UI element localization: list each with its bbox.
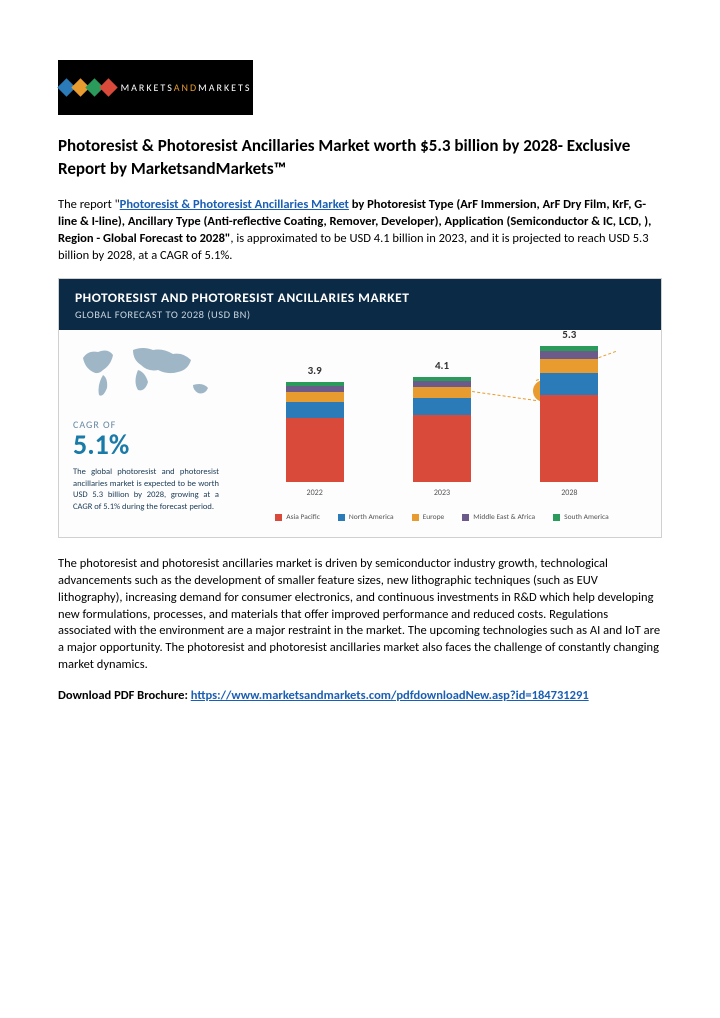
logo-word: MARKETS (198, 81, 251, 94)
legend-swatch (462, 514, 469, 521)
bar-group: 5.3 2028 (529, 328, 609, 499)
year-label: 2023 (434, 488, 450, 499)
bar-stack (540, 346, 598, 482)
bar-segment (540, 351, 598, 359)
download-label: Download PDF Brochure: (58, 688, 191, 703)
legend-item: Middle East & Africa (462, 513, 535, 523)
infographic-subtitle: GLOBAL FORECAST TO 2028 (USD BN) (75, 308, 645, 322)
bar-stack (413, 377, 471, 482)
bar-segment (540, 395, 598, 482)
infographic-title: PHOTORESIST AND PHOTORESIST ANCILLARIES … (75, 289, 645, 307)
legend-label: Asia Pacific (286, 513, 320, 523)
legend-label: Middle East & Africa (473, 513, 535, 523)
bar-value: 3.9 (308, 364, 322, 379)
bar-value: 5.3 (562, 328, 576, 343)
chart-legend: Asia Pacific North America Europe Middle Ea… (241, 513, 643, 531)
download-link[interactable]: https://www.marketsandmarkets.com/pdfdow… (191, 688, 589, 703)
intro-paragraph: The report "Photoresist & Photoresist An… (58, 197, 662, 265)
legend-item: North America (338, 513, 394, 523)
logo-text: MARKETSANDMARKETS (121, 81, 252, 95)
infographic-chart: 5.1% 3.920224.120235.32028 Asia PacificN… (229, 330, 661, 537)
cagr-value: 5.1% (73, 431, 219, 459)
bar-segment (286, 392, 344, 402)
chart-area: 3.920224.120235.32028 (241, 344, 643, 499)
logo-diamonds (60, 81, 115, 94)
bar-group: 4.1 2023 (402, 359, 482, 499)
bar-value: 4.1 (435, 359, 449, 374)
legend-label: North America (349, 513, 394, 523)
download-line: Download PDF Brochure: https://www.marke… (58, 688, 662, 705)
bar-segment (413, 387, 471, 398)
year-label: 2022 (307, 488, 323, 499)
legend-item: Asia Pacific (275, 513, 320, 523)
report-link[interactable]: Photoresist & Photoresist Ancillaries Ma… (120, 197, 349, 212)
page-title: Photoresist & Photoresist Ancillaries Ma… (58, 135, 662, 181)
bar-stack (286, 382, 344, 482)
infographic-body: CAGR OF 5.1% The global photoresist and … (59, 330, 661, 537)
infographic-header: PHOTORESIST AND PHOTORESIST ANCILLARIES … (59, 279, 661, 329)
legend-item: Europe (412, 513, 445, 523)
bar-segment (286, 418, 344, 482)
legend-swatch (275, 514, 282, 521)
bar-segment (413, 415, 471, 482)
bar-segment (413, 398, 471, 415)
infographic-description: The global photoresist and photoresist a… (73, 467, 219, 513)
legend-item: South America (553, 513, 609, 523)
legend-swatch (412, 514, 419, 521)
bar-segment (286, 402, 344, 418)
logo-word-and: AND (174, 81, 198, 94)
infographic: PHOTORESIST AND PHOTORESIST ANCILLARIES … (58, 278, 662, 538)
bar-segment (540, 373, 598, 395)
legend-label: South America (564, 513, 609, 523)
brand-logo: MARKETSANDMARKETS (58, 60, 253, 115)
legend-swatch (553, 514, 560, 521)
bar-segment (540, 359, 598, 373)
world-map-icon (73, 340, 223, 408)
legend-swatch (338, 514, 345, 521)
year-label: 2028 (561, 488, 577, 499)
infographic-left-panel: CAGR OF 5.1% The global photoresist and … (59, 330, 229, 537)
intro-text: The report " (58, 197, 120, 212)
diamond-icon (99, 78, 117, 96)
logo-word: MARKETS (121, 81, 174, 94)
legend-label: Europe (423, 513, 445, 523)
bar-group: 3.9 2022 (275, 364, 355, 499)
body-paragraph: The photoresist and photoresist ancillar… (58, 556, 662, 674)
